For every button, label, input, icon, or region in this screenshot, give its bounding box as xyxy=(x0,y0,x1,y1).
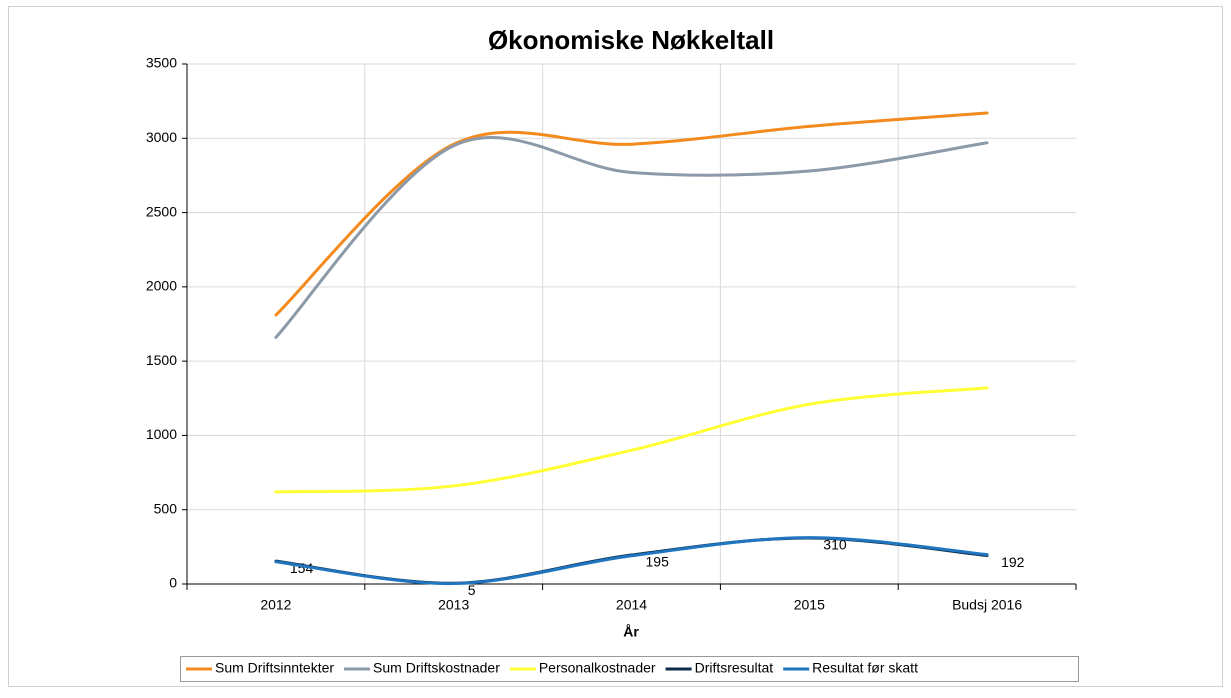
y-tick-label: 1500 xyxy=(146,352,177,368)
x-tick-label: 2015 xyxy=(794,597,825,613)
data-label: 192 xyxy=(1001,554,1025,570)
x-tick-label: Budsj 2016 xyxy=(952,597,1022,613)
legend-label: Driftsresultat xyxy=(695,660,774,676)
y-tick-label: 500 xyxy=(154,500,178,516)
legend-box xyxy=(180,656,1079,682)
legend-label: Resultat før skatt xyxy=(812,660,918,676)
y-tick-label: 3000 xyxy=(146,129,177,145)
chart-frame xyxy=(8,6,1223,687)
y-tick-label: 2000 xyxy=(146,278,177,294)
data-label: 5 xyxy=(468,582,476,598)
series-line xyxy=(274,136,989,339)
legend-label: Sum Driftsinntekter xyxy=(215,660,334,676)
x-tick-label: 2014 xyxy=(616,597,647,613)
x-tick-label: 2012 xyxy=(260,597,291,613)
y-tick-label: 1000 xyxy=(146,426,177,442)
y-tick-label: 3500 xyxy=(146,55,177,71)
series-line xyxy=(274,111,989,317)
legend-label: Sum Driftskostnader xyxy=(373,660,500,676)
series-line xyxy=(274,536,989,586)
data-label: 310 xyxy=(823,537,847,553)
y-tick-label: 0 xyxy=(169,575,177,591)
x-axis-title: År xyxy=(623,624,639,640)
legend-label: Personalkostnader xyxy=(539,660,656,676)
chart-title: Økonomiske Nøkkeltall xyxy=(488,25,774,55)
y-tick-label: 2500 xyxy=(146,203,177,219)
series-line xyxy=(274,386,989,494)
data-label: 195 xyxy=(646,554,670,570)
x-tick-label: 2013 xyxy=(438,597,469,613)
